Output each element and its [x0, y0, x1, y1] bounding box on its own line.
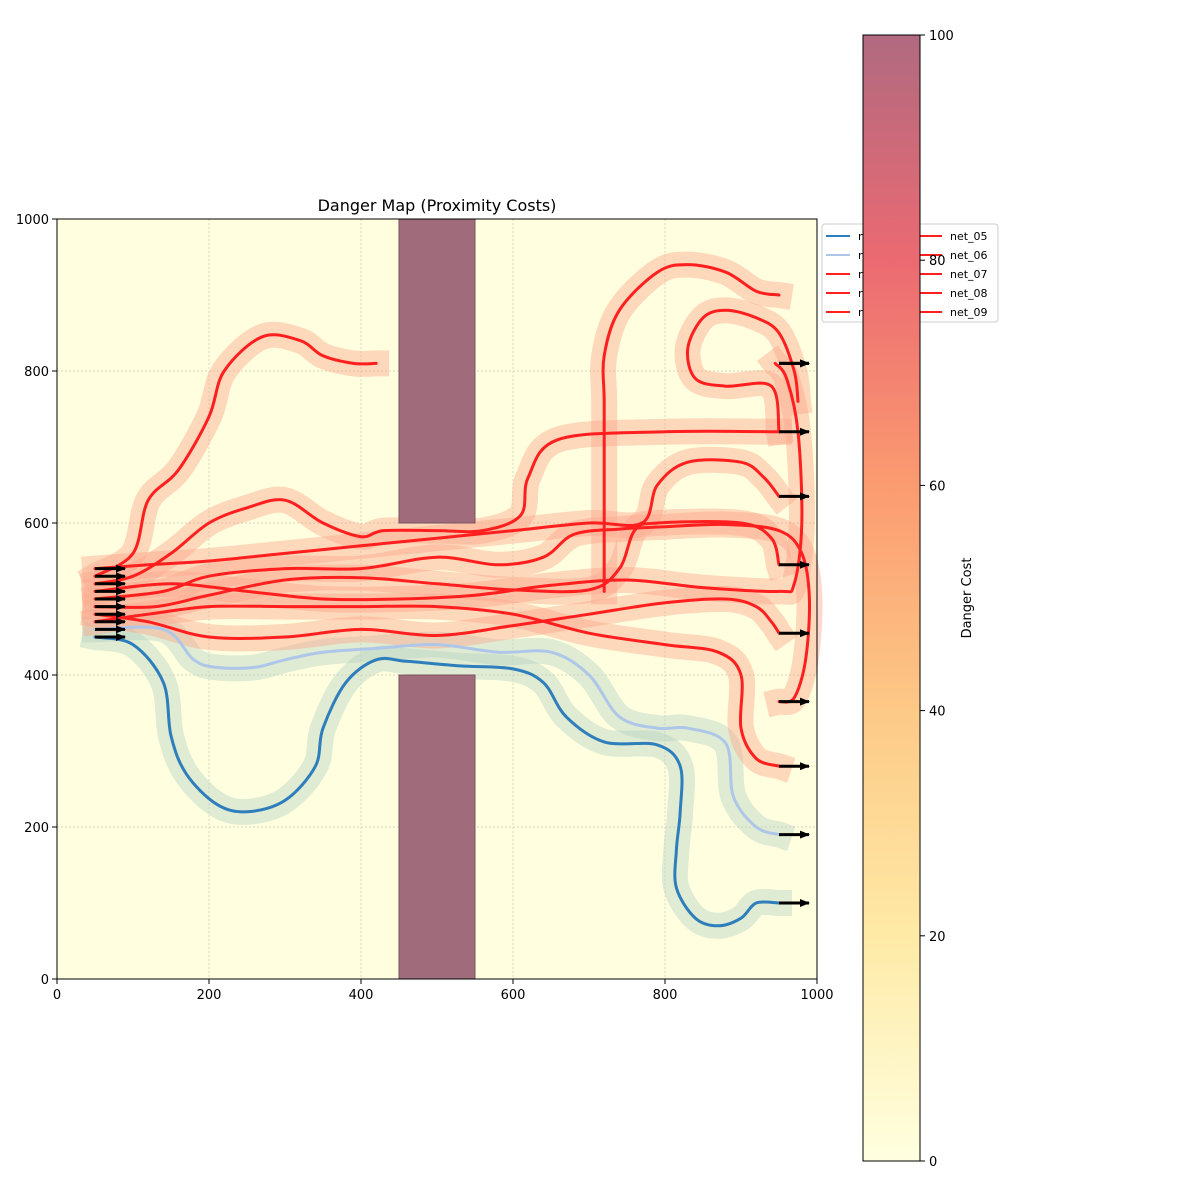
colorbar-tick-label: 0: [929, 1155, 937, 1170]
route-segment: [685, 308, 800, 434]
colorbar: 0 20 40 60 80 100 Danger Cost: [862, 29, 975, 1170]
series-line-net_09: [93, 458, 781, 571]
colorbar-label: Danger Cost: [960, 558, 975, 639]
series-line-net_06: [93, 361, 804, 602]
colorbar-tick-label: 80: [929, 254, 946, 269]
series-line-net_07: [93, 429, 781, 586]
series-line-net_08: [93, 333, 378, 578]
series-line-net_05: [93, 522, 812, 704]
y-tick-label: 800: [24, 365, 49, 380]
y-axis: 0 200 400 600 800 1000: [16, 213, 57, 988]
legend-label: net_05: [950, 230, 988, 243]
series-line-net_02: [93, 604, 781, 768]
arrow-layer: [95, 359, 810, 907]
series-layer: [93, 263, 812, 928]
series-line-net_04: [93, 520, 781, 609]
y-tick-label: 1000: [16, 213, 49, 228]
obstacle: [398, 218, 476, 524]
x-tick-label: 200: [197, 988, 222, 1003]
y-tick-label: 200: [24, 821, 49, 836]
series-line-net_01: [93, 625, 781, 837]
legend-label: net_07: [950, 268, 988, 281]
x-tick-label: 0: [53, 988, 61, 1003]
colorbar-ticks: 0 20 40 60 80 100: [920, 29, 954, 1170]
chart-title: Danger Map (Proximity Costs): [318, 196, 557, 215]
colorbar-tick-label: 20: [929, 930, 946, 945]
legend-label: net_06: [950, 249, 988, 262]
colorbar-tick-label: 100: [929, 29, 954, 44]
series-line-net_03: [93, 597, 781, 640]
obstacle-layer: [398, 218, 476, 980]
legend-label: net_09: [950, 306, 988, 319]
x-axis: 0 200 400 600 800 1000: [53, 979, 834, 1003]
x-tick-label: 600: [501, 988, 526, 1003]
plot-frame: [56, 218, 818, 980]
y-tick-label: 400: [24, 669, 49, 684]
y-tick-label: 600: [24, 517, 49, 532]
x-tick-label: 1000: [800, 988, 833, 1003]
colorbar-gradient: [862, 34, 921, 1162]
y-tick-label: 0: [41, 973, 49, 988]
route-segment: [601, 263, 781, 593]
colorbar-tick-label: 60: [929, 479, 946, 494]
series-line-net_00: [93, 635, 781, 928]
x-tick-label: 800: [653, 988, 678, 1003]
colorbar-tick-label: 40: [929, 705, 946, 720]
obstacle: [398, 674, 476, 980]
legend-label: net_08: [950, 287, 988, 300]
plot-area: [56, 218, 823, 980]
x-tick-label: 400: [349, 988, 374, 1003]
